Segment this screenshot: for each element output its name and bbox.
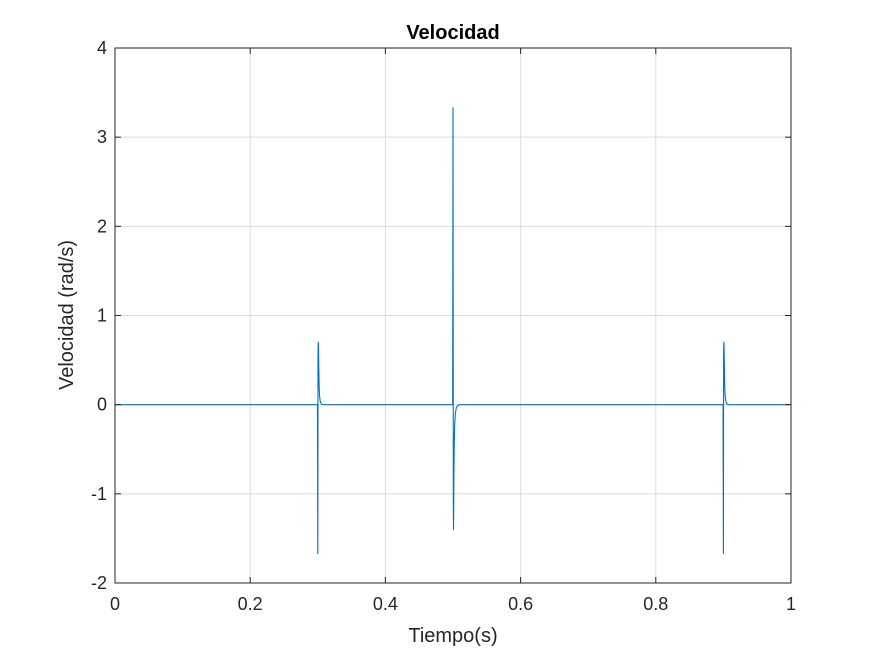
x-tick-label: 0 bbox=[110, 594, 120, 614]
x-axis-label: Tiempo(s) bbox=[408, 625, 497, 647]
y-axis-label: Velocidad (rad/s) bbox=[56, 240, 78, 390]
x-tick-label: 1 bbox=[786, 594, 796, 614]
y-tick-label: -1 bbox=[91, 484, 107, 504]
x-tick-label: 0.2 bbox=[238, 594, 263, 614]
y-tick-label: 4 bbox=[97, 38, 107, 58]
x-tick-label: 0.6 bbox=[508, 594, 533, 614]
ticks: 0 0.2 0.4 0.6 0.8 1 -2 -1 0 1 2 3 4 bbox=[91, 38, 796, 614]
chart-title: Velocidad bbox=[406, 22, 499, 44]
x-tick-label: 0.8 bbox=[643, 594, 668, 614]
y-tick-label: 0 bbox=[97, 395, 107, 415]
y-tick-label: 1 bbox=[97, 306, 107, 326]
y-tick-label: -2 bbox=[91, 573, 107, 593]
x-tick-label: 0.4 bbox=[373, 594, 398, 614]
y-tick-label: 2 bbox=[97, 216, 107, 236]
y-tick-label: 3 bbox=[97, 127, 107, 147]
series-line-1 bbox=[115, 107, 791, 555]
series-layer bbox=[115, 107, 791, 555]
